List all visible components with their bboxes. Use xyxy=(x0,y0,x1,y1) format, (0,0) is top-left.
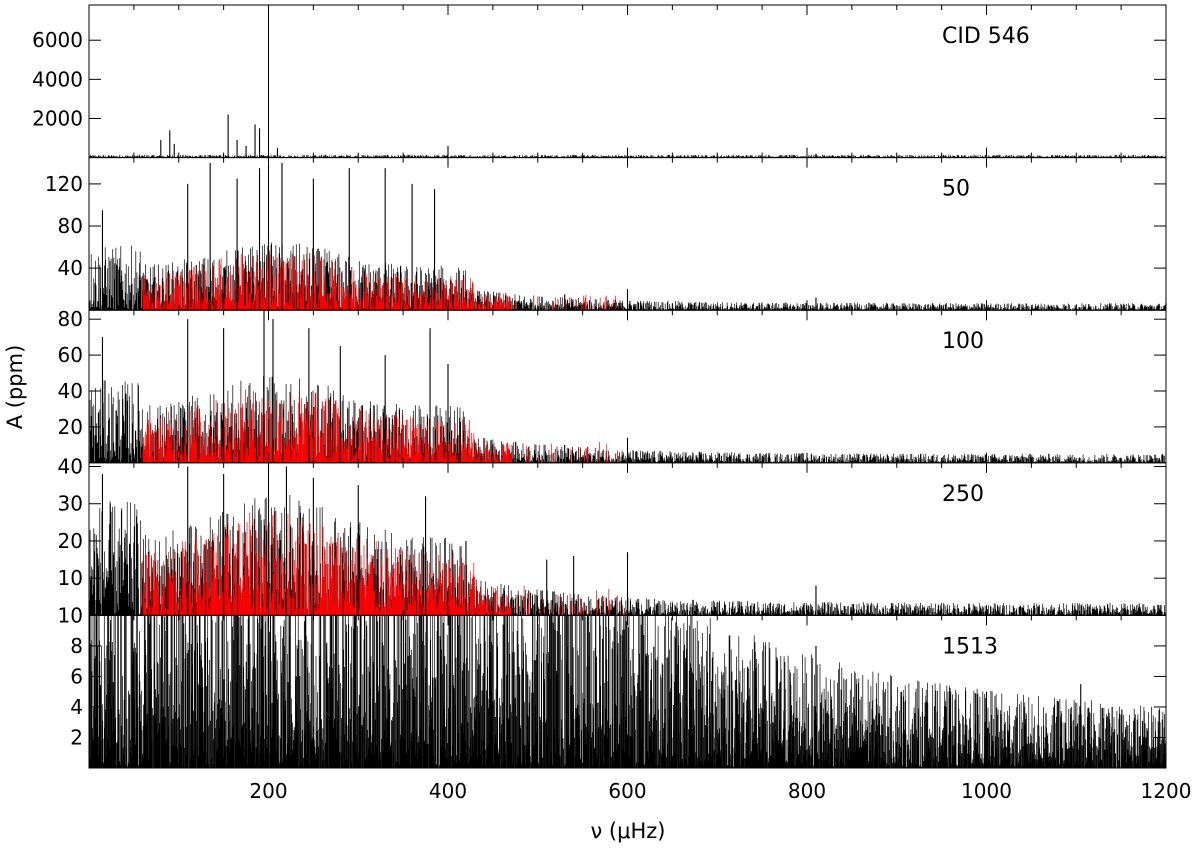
panel-4: 10 20 30 40 250 xyxy=(58,455,1167,616)
y-tick-label-5-3: 6 xyxy=(70,664,83,688)
x-ticks-5 xyxy=(88,615,1167,768)
y-tick-label-1-2: 4000 xyxy=(32,67,83,91)
y-tick-label-5-4: 8 xyxy=(70,634,83,658)
y-tick-label-2-2: 80 xyxy=(58,214,83,238)
y-ticks-2: 40 80 120 xyxy=(45,172,1166,280)
x-ticks-4 xyxy=(88,462,1167,616)
panel-label-2: 50 xyxy=(942,177,970,202)
y-tick-label-1-1: 2000 xyxy=(32,106,83,130)
x-ticks-2 xyxy=(88,157,1167,311)
x-tick-label-6: 1200 xyxy=(1141,779,1192,803)
y-axis-label: A (ppm) xyxy=(3,345,27,430)
series-observed-5 xyxy=(89,615,1166,768)
x-axis-label: ν (μHz) xyxy=(591,819,666,843)
peaks-4 xyxy=(101,462,817,616)
x-ticks-3 xyxy=(88,310,1167,463)
x-tick-label-2: 400 xyxy=(429,779,467,803)
y-tick-label-3-1: 20 xyxy=(58,415,83,439)
y-tick-label-2-3: 120 xyxy=(45,172,83,196)
y-tick-label-3-3: 60 xyxy=(58,343,83,367)
panel-2: 40 80 120 50 xyxy=(45,157,1167,311)
y-tick-label-2-1: 40 xyxy=(58,256,83,280)
y-ticks-5: 2 4 6 8 10 xyxy=(58,603,1166,749)
y-tick-label-4-3: 30 xyxy=(58,492,83,516)
y-tick-label-5-5: 10 xyxy=(58,603,83,627)
x-tick-label-4: 800 xyxy=(788,779,826,803)
y-tick-label-1-3: 6000 xyxy=(32,28,83,52)
y-tick-label-5-2: 4 xyxy=(70,695,83,719)
y-ticks-4: 10 20 30 40 xyxy=(58,455,1166,590)
panel-label-5: 1513 xyxy=(942,634,998,659)
y-tick-label-4-2: 20 xyxy=(58,529,83,553)
y-ticks-1: 2000 4000 6000 xyxy=(32,28,1166,130)
y-tick-label-4-4: 40 xyxy=(58,455,83,479)
y-tick-label-4-1: 10 xyxy=(58,566,83,590)
panel-label-3: 100 xyxy=(942,329,984,354)
x-tick-label-1: 200 xyxy=(249,779,287,803)
peaks-2 xyxy=(101,162,817,311)
x-tick-label-3: 600 xyxy=(608,779,646,803)
panel-label-4: 250 xyxy=(942,482,984,507)
y-tick-label-5-1: 2 xyxy=(70,725,83,749)
series-model-3 xyxy=(142,389,618,463)
y-tick-label-3-2: 40 xyxy=(58,379,83,403)
peaks-1 xyxy=(160,5,817,158)
x-tick-labels: 200 400 600 800 1000 1200 xyxy=(249,779,1191,803)
panel-5: 2 4 6 8 10 1513 xyxy=(58,603,1167,769)
series-model-4 xyxy=(142,511,626,616)
panel-1: 2000 4000 6000 CID 546 xyxy=(32,4,1167,159)
y-tick-label-3-4: 80 xyxy=(58,307,83,331)
peaks-5 xyxy=(815,645,1113,768)
x-tick-label-5: 1000 xyxy=(961,779,1012,803)
panel-3: 20 40 60 80 100 xyxy=(58,307,1167,464)
x-ticks-1 xyxy=(88,5,1167,158)
panels: 2000 4000 6000 CID 546 40 80 120 50 20 40 60 80 100 1… xyxy=(32,4,1167,769)
panel-label-1: CID 546 xyxy=(942,24,1030,49)
y-ticks-3: 20 40 60 80 xyxy=(58,307,1166,439)
peaks-3 xyxy=(101,310,629,463)
